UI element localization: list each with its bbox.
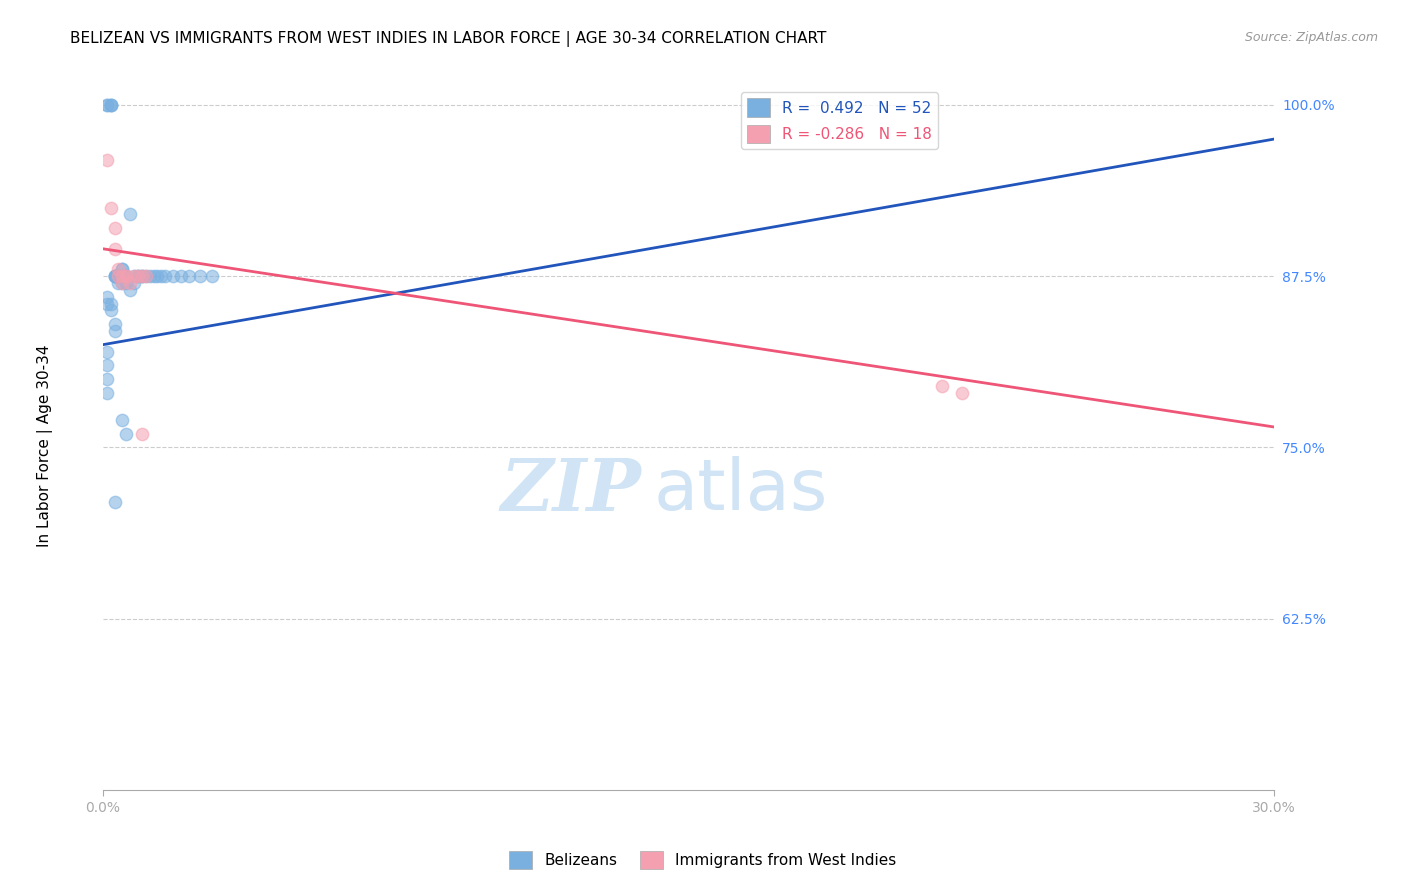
- Point: [122, 269, 145, 284]
- Point: [111, 269, 134, 284]
- Legend: Belizeans, Immigrants from West Indies: Belizeans, Immigrants from West Indies: [503, 845, 903, 875]
- Point: [100, 201, 122, 215]
- Point: [115, 269, 138, 284]
- Point: [131, 269, 153, 284]
- Point: [120, 276, 142, 290]
- Legend: R =  0.492   N = 52, R = -0.286   N = 18: R = 0.492 N = 52, R = -0.286 N = 18: [741, 92, 938, 149]
- Point: [115, 269, 138, 284]
- Point: [103, 269, 125, 284]
- Point: [155, 269, 177, 284]
- Point: [111, 262, 134, 277]
- Point: [96, 153, 118, 167]
- Point: [107, 269, 129, 284]
- Point: [146, 269, 169, 284]
- Point: [107, 276, 129, 290]
- Point: [96, 385, 118, 400]
- Point: [96, 358, 118, 372]
- Point: [100, 296, 122, 310]
- Point: [111, 276, 134, 290]
- Point: [103, 221, 125, 235]
- Point: [103, 269, 125, 284]
- Point: [100, 98, 122, 112]
- Point: [190, 269, 212, 284]
- Text: atlas: atlas: [654, 457, 828, 525]
- Point: [135, 269, 157, 284]
- Point: [96, 372, 118, 386]
- Point: [127, 269, 149, 284]
- Point: [96, 296, 118, 310]
- Point: [115, 269, 138, 284]
- Point: [111, 269, 134, 284]
- Point: [96, 98, 118, 112]
- Point: [100, 98, 122, 112]
- Point: [103, 269, 125, 284]
- Point: [201, 269, 224, 284]
- Point: [107, 269, 129, 284]
- Point: [111, 276, 134, 290]
- Point: [122, 269, 145, 284]
- Point: [150, 269, 173, 284]
- Point: [122, 276, 145, 290]
- Point: [107, 269, 129, 284]
- Point: [162, 269, 184, 284]
- Point: [111, 413, 134, 427]
- Point: [131, 269, 153, 284]
- Text: ZIP: ZIP: [501, 455, 641, 526]
- Point: [138, 269, 160, 284]
- Point: [170, 269, 193, 284]
- Point: [111, 262, 134, 277]
- Point: [103, 317, 125, 331]
- Point: [127, 269, 149, 284]
- Text: Source: ZipAtlas.com: Source: ZipAtlas.com: [1244, 31, 1378, 45]
- Point: [103, 324, 125, 338]
- Point: [100, 303, 122, 318]
- Point: [103, 495, 125, 509]
- Point: [115, 276, 138, 290]
- Point: [131, 426, 153, 441]
- Point: [115, 269, 138, 284]
- Point: [96, 290, 118, 304]
- Point: [103, 269, 125, 284]
- Point: [96, 344, 118, 359]
- Point: [107, 269, 129, 284]
- Point: [103, 242, 125, 256]
- Point: [142, 269, 165, 284]
- Point: [127, 269, 149, 284]
- Point: [115, 426, 138, 441]
- Text: In Labor Force | Age 30-34: In Labor Force | Age 30-34: [37, 344, 53, 548]
- Point: [131, 269, 153, 284]
- Point: [100, 98, 122, 112]
- Point: [931, 379, 953, 393]
- Point: [135, 269, 157, 284]
- Point: [950, 385, 973, 400]
- Point: [120, 207, 142, 221]
- Point: [107, 262, 129, 277]
- Point: [120, 283, 142, 297]
- Text: BELIZEAN VS IMMIGRANTS FROM WEST INDIES IN LABOR FORCE | AGE 30-34 CORRELATION C: BELIZEAN VS IMMIGRANTS FROM WEST INDIES …: [70, 31, 827, 47]
- Point: [96, 98, 118, 112]
- Point: [177, 269, 200, 284]
